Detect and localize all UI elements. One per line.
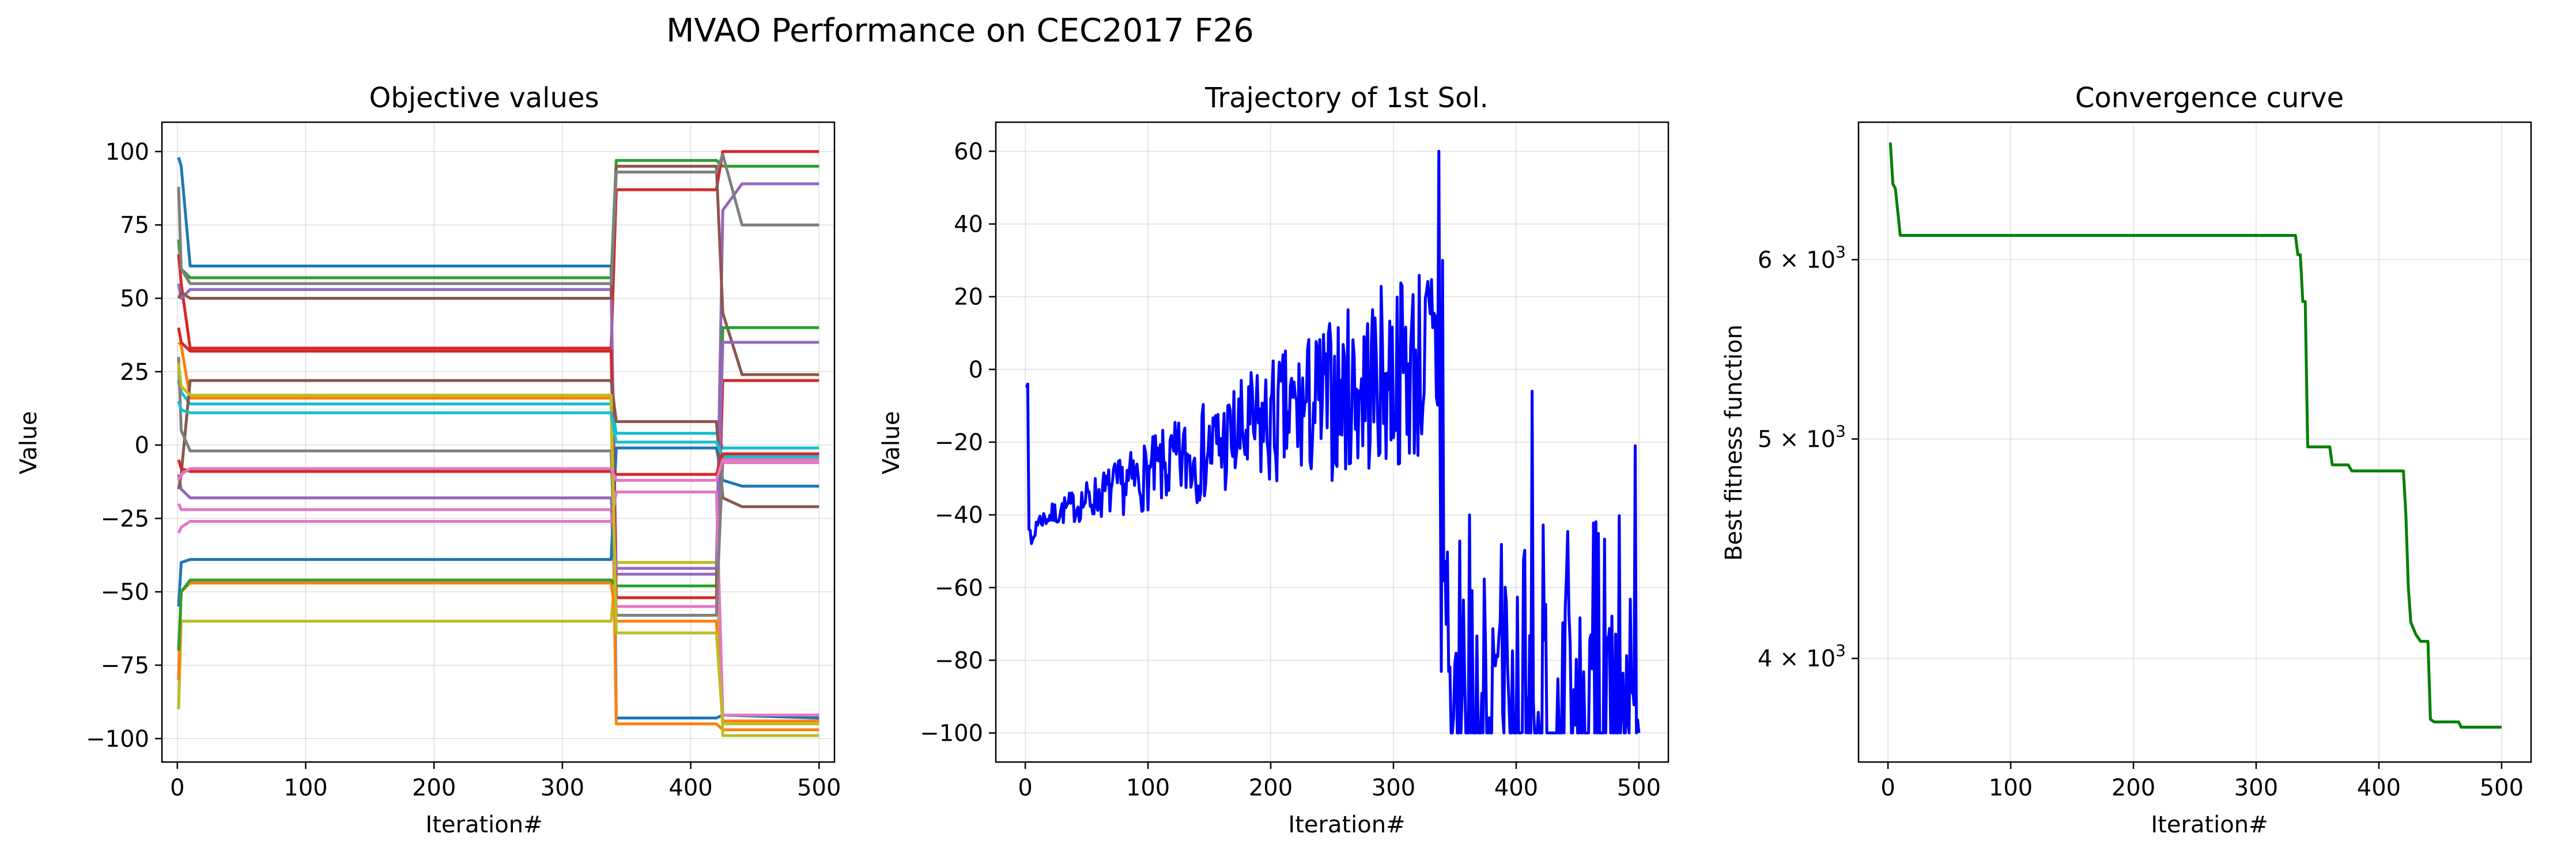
y-tick-label: −75: [101, 653, 149, 679]
y-tick-label: 25: [120, 359, 149, 386]
x-ticks: 0 100 200 300 400 500: [170, 762, 841, 801]
y-tick-label: 4 × 103: [1758, 641, 1846, 672]
trajectory-panel: Trajectory of 1st Sol. Iteration# Value …: [878, 82, 1670, 838]
series-line-18: [177, 363, 819, 726]
y-tick-label: −40: [935, 502, 983, 529]
y-tick-label: 60: [954, 138, 983, 165]
series-group: [177, 150, 819, 737]
x-ticks: 0 100 200 300 400 500: [1018, 762, 1661, 801]
x-tick-label: 100: [284, 775, 327, 801]
plot-frame: [1857, 121, 2532, 763]
y-tick-label: 0: [969, 357, 983, 383]
y-tick-label: 6 × 103: [1758, 242, 1846, 273]
series-group: [1025, 149, 1641, 735]
y-tick-label: 0: [135, 432, 149, 459]
y-tick-label: −80: [935, 647, 983, 674]
y-tick-label: 50: [120, 286, 149, 312]
y-tick-label: −20: [935, 429, 983, 456]
y-tick-label: 20: [954, 284, 983, 311]
y-tick-label: 100: [105, 139, 149, 165]
y-axis-label: Best fitness function: [1721, 325, 1747, 561]
y-tick-label: 5 × 103: [1758, 422, 1846, 453]
x-tick-label: 200: [2112, 775, 2155, 801]
grid: [1859, 122, 2531, 762]
series-line-21: [177, 458, 819, 482]
x-tick-label: 500: [2480, 775, 2524, 801]
plot-frame: [161, 121, 836, 763]
x-tick-label: 400: [2357, 775, 2401, 801]
x-tick-label: 100: [1126, 775, 1170, 801]
y-tick-label: −25: [101, 506, 149, 532]
x-tick-label: 300: [1372, 775, 1415, 801]
convergence-curve-panel: Convergence curve Iteration# Best fitnes…: [1721, 82, 2532, 838]
x-axis-label: Iteration#: [2151, 812, 2268, 838]
x-tick-label: 100: [1989, 775, 2033, 801]
x-tick-label: 0: [1880, 775, 1895, 801]
y-tick-label: −100: [86, 726, 149, 752]
y-tick-label: −60: [935, 575, 983, 601]
series-group: [1888, 142, 2502, 729]
panel-title: Trajectory of 1st Sol.: [1204, 82, 1489, 114]
y-tick-label: −50: [101, 579, 149, 606]
x-tick-label: 500: [1617, 775, 1661, 801]
series-line-10: [177, 446, 819, 607]
series-line-0: [1888, 142, 2502, 729]
x-axis-label: Iteration#: [425, 812, 542, 838]
series-line-15: [177, 379, 819, 508]
grid: [996, 122, 1668, 762]
x-tick-label: 500: [797, 775, 841, 801]
y-tick-label: 75: [120, 212, 149, 239]
objective-values-panel: Objective values Iteration# Value 0 100 20…: [16, 82, 841, 838]
series-line-5: [177, 164, 819, 376]
x-tick-label: 400: [1494, 775, 1538, 801]
y-tick-label: −100: [920, 721, 983, 747]
y-axis-label: Value: [16, 411, 42, 474]
x-tick-label: 400: [668, 775, 712, 801]
x-tick-label: 0: [1018, 775, 1032, 801]
y-tick-label: 40: [954, 212, 983, 238]
x-tick-label: 0: [170, 775, 184, 801]
x-tick-label: 300: [541, 775, 584, 801]
series-line-0: [1025, 149, 1641, 735]
y-ticks: −100 −75 −50 −25 0 25 50 75 100: [86, 139, 162, 752]
series-line-7: [177, 153, 819, 285]
y-axis-label: Value: [878, 411, 905, 474]
figure-suptitle: MVAO Performance on CEC2017 F26: [666, 12, 1254, 50]
y-ticks: 4 × 103 5 × 103 6 × 103: [1758, 242, 1859, 672]
x-tick-label: 200: [412, 775, 456, 801]
x-ticks: 0 100 200 300 400 500: [1880, 762, 2524, 801]
x-tick-label: 300: [2234, 775, 2278, 801]
panel-title: Convergence curve: [2075, 82, 2344, 114]
x-axis-label: Iteration#: [1288, 812, 1405, 838]
y-ticks: −100 −80 −60 −40 −20 0 20 40 60: [920, 138, 996, 747]
x-tick-label: 200: [1249, 775, 1293, 801]
panel-title: Objective values: [369, 82, 599, 114]
